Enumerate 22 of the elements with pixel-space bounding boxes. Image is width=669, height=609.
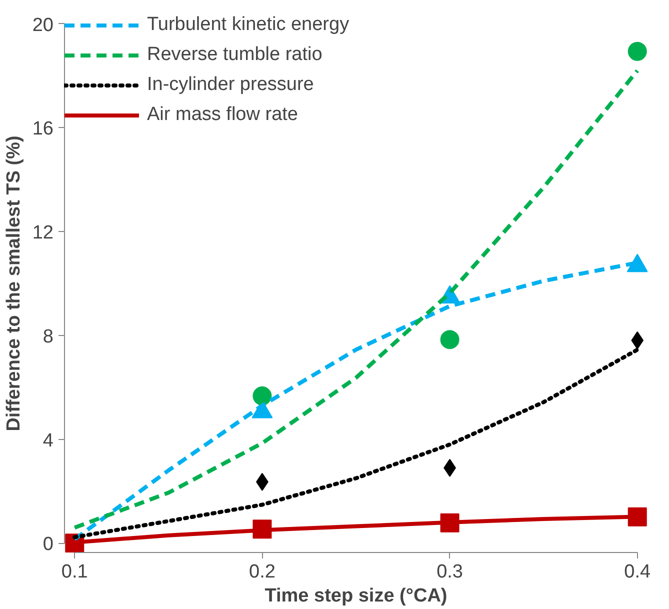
x-tick-label: 0.1 [61,562,88,582]
point [628,42,647,61]
point [252,386,272,406]
x-axis-title: Time step size (°CA) [264,586,448,606]
y-tick-label: 12 [32,222,54,244]
legend-label: Turbulent kinetic energy [147,14,350,36]
point [631,331,644,350]
y-tick-label: 20 [32,14,54,36]
x-tick-label: 0.3 [436,562,464,582]
y-tick-label: 0 [42,534,54,556]
y-tick-label: 16 [32,118,54,140]
x-tick-label: 0.2 [249,562,276,582]
y-tick-label: 8 [42,326,54,348]
legend-label: In-cylinder pressure [147,74,314,96]
y-tick-label: 4 [42,430,54,452]
legend-label: Air mass flow rate [147,104,298,126]
point [440,330,460,350]
line-series [72,68,640,530]
y-axis-title: Difference to the smallest TS (%) [3,136,24,432]
x-tick-label: 0.4 [624,562,652,582]
legend-label: Reverse tumble ratio [147,44,322,66]
point [628,507,647,526]
